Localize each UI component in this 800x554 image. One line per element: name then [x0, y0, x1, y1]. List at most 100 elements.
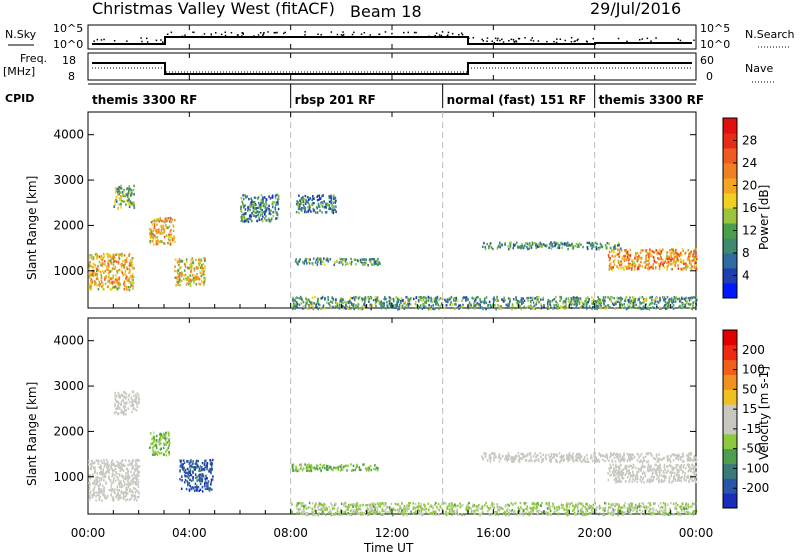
- echo-cell: [120, 485, 122, 489]
- echo-cell: [114, 266, 117, 269]
- echo-cell: [489, 244, 491, 247]
- nsky-point: [513, 40, 515, 43]
- echo-cell: [474, 509, 477, 512]
- echo-cell: [133, 471, 135, 475]
- echo-cell: [648, 308, 651, 311]
- echo-cell: [111, 487, 114, 491]
- echo-cell: [572, 247, 574, 250]
- echo-cell: [533, 506, 535, 509]
- echo-cell: [600, 305, 602, 308]
- echo-cell: [88, 286, 90, 289]
- echo-cell: [265, 198, 268, 201]
- echo-cell: [199, 465, 202, 468]
- echo-cell: [433, 510, 436, 514]
- echo-cell: [88, 266, 90, 269]
- echo-cell: [159, 231, 161, 235]
- echo-cell: [356, 510, 359, 513]
- echo-cell: [93, 493, 95, 497]
- echo-cell: [302, 511, 305, 515]
- echo-cell: [100, 254, 103, 258]
- echo-cell: [103, 462, 105, 465]
- echo-cell: [330, 513, 332, 517]
- echo-cell: [371, 304, 373, 307]
- echo-cell: [102, 262, 104, 265]
- echo-cell: [123, 282, 125, 286]
- echo-cell: [338, 512, 340, 516]
- nsky-point: [499, 39, 501, 42]
- echo-cell: [129, 188, 132, 191]
- echo-cell: [406, 303, 409, 306]
- echo-cell: [620, 247, 622, 250]
- echo-cell: [201, 279, 203, 282]
- echo-cell: [196, 479, 198, 482]
- echo-cell: [161, 240, 163, 244]
- echo-cell: [477, 296, 479, 299]
- echo-cell: [611, 266, 613, 269]
- echo-cell: [353, 298, 356, 301]
- echo-cell: [611, 268, 613, 271]
- echo-cell: [182, 277, 185, 281]
- echo-cell: [209, 487, 212, 490]
- echo-cell: [535, 297, 538, 301]
- echo-cell: [567, 502, 570, 505]
- echo-cell: [100, 464, 102, 467]
- echo-cell: [300, 465, 303, 468]
- echo-cell: [662, 296, 665, 299]
- echo-cell: [176, 259, 179, 262]
- echo-cell: [689, 303, 692, 306]
- echo-cell: [297, 203, 299, 206]
- echo-cell: [303, 306, 305, 310]
- nsky-tick-bottom: 10^0: [53, 38, 83, 51]
- echo-cell: [89, 286, 92, 289]
- echo-cell: [394, 509, 397, 512]
- echo-cell: [98, 466, 100, 469]
- echo-cell: [96, 480, 99, 483]
- echo-cell: [554, 241, 556, 245]
- echo-cell: [656, 252, 658, 255]
- echo-cell: [581, 507, 584, 510]
- echo-cell: [124, 406, 127, 409]
- echo-cell: [324, 508, 326, 512]
- echo-cell: [618, 255, 621, 259]
- echo-cell: [357, 505, 360, 509]
- echo-cell: [167, 431, 170, 434]
- echo-cell: [102, 283, 104, 286]
- echo-cell: [681, 502, 683, 505]
- echo-cell: [137, 490, 139, 493]
- nsky-point: [481, 38, 483, 41]
- echo-cell: [136, 402, 138, 406]
- echo-cell: [317, 303, 320, 306]
- echo-cell: [682, 302, 684, 306]
- echo-cell: [687, 249, 689, 252]
- echo-cell: [627, 266, 629, 269]
- echo-cell: [659, 507, 661, 510]
- echo-cell: [198, 262, 200, 265]
- echo-cell: [449, 303, 451, 306]
- echo-cell: [525, 507, 527, 511]
- echo-cell: [670, 501, 672, 505]
- echo-cell: [660, 513, 663, 516]
- echo-cell: [159, 452, 161, 455]
- echo-cell: [125, 478, 128, 481]
- echo-cell: [118, 393, 121, 397]
- echo-cell: [625, 307, 628, 311]
- echo-cell: [120, 496, 122, 499]
- echo-cell: [251, 212, 253, 215]
- echo-cell: [691, 502, 694, 505]
- echo-cell: [95, 272, 97, 275]
- echo-cell: [96, 272, 99, 276]
- echo-cell: [507, 503, 510, 507]
- echo-cell: [149, 232, 151, 235]
- echo-cell: [487, 303, 489, 307]
- echo-cell: [481, 306, 483, 309]
- echo-cell: [438, 509, 441, 512]
- echo-cell: [675, 255, 677, 258]
- echo-cell: [91, 474, 94, 477]
- echo-cell: [310, 464, 312, 467]
- echo-cell: [408, 504, 410, 508]
- echo-cell: [448, 510, 451, 514]
- echo-cell: [329, 195, 331, 199]
- echo-cell: [593, 242, 595, 246]
- echo-cell: [150, 442, 152, 446]
- echo-cell: [362, 258, 365, 261]
